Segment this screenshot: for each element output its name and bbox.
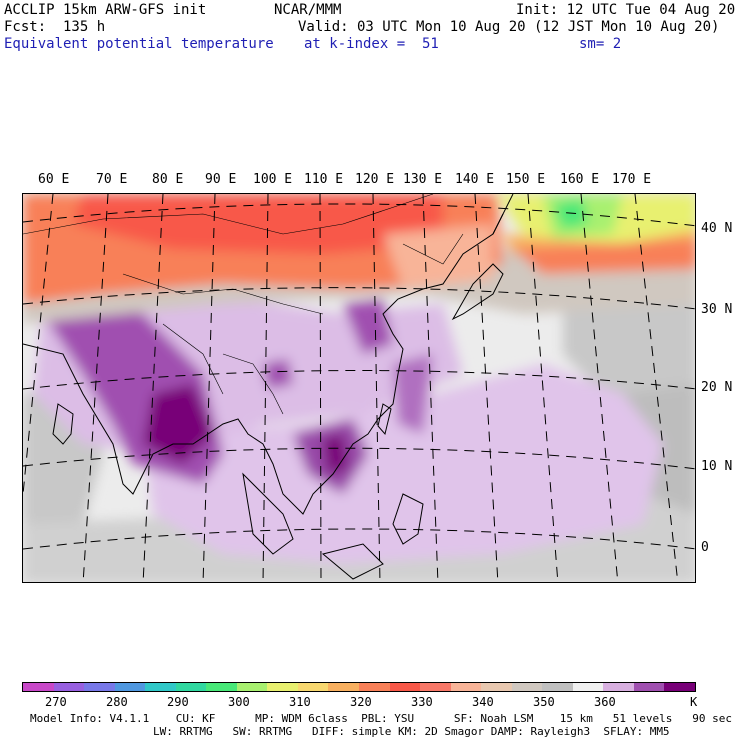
coastlines xyxy=(23,194,514,580)
colorbar xyxy=(22,682,696,692)
theta-e-map xyxy=(22,193,696,583)
colorbar-swatch xyxy=(389,683,421,691)
lat-label: 30 N xyxy=(701,302,733,317)
colorbar-label: 330 xyxy=(411,695,433,709)
field-shading xyxy=(23,194,695,582)
lat-label: 10 N xyxy=(701,459,733,474)
colorbar-label: 310 xyxy=(289,695,311,709)
init-time: Init: 12 UTC Tue 04 Aug 20 xyxy=(516,2,736,18)
lon-label: 160 E xyxy=(560,172,600,187)
colorbar-swatch xyxy=(23,683,54,691)
colorbar-swatch xyxy=(511,683,543,691)
institution-label: NCAR/MMM xyxy=(274,2,342,18)
colorbar-label: 280 xyxy=(106,695,128,709)
colorbar-swatch xyxy=(206,683,237,691)
colorbar-swatch xyxy=(267,683,298,691)
lat-label: 40 N xyxy=(701,221,733,236)
lon-label: 130 E xyxy=(403,172,443,187)
colorbar-label: 300 xyxy=(228,695,250,709)
lon-label: 80 E xyxy=(152,172,184,187)
colorbar-swatch xyxy=(450,683,482,691)
colorbar-swatch xyxy=(542,683,573,691)
lat-lon-grid xyxy=(23,194,695,582)
colorbar-label: 270 xyxy=(45,695,67,709)
model-title: ACCLIP 15km ARW-GFS init xyxy=(4,2,207,18)
lon-label: 60 E xyxy=(38,172,70,187)
lon-label: 140 E xyxy=(455,172,495,187)
borders xyxy=(23,194,464,415)
colorbar-swatch xyxy=(84,683,115,691)
colorbar-swatch xyxy=(114,683,146,691)
map-canvas xyxy=(23,194,695,582)
lon-label: 90 E xyxy=(205,172,237,187)
colorbar-label: 320 xyxy=(350,695,372,709)
colorbar-swatch xyxy=(420,683,451,691)
field-name: Equivalent potential temperature xyxy=(4,36,274,52)
colorbar-label: 360 xyxy=(594,695,616,709)
colorbar-swatch xyxy=(572,683,604,691)
lon-label: 150 E xyxy=(506,172,546,187)
lat-label: 0 xyxy=(701,540,709,555)
colorbar-swatch xyxy=(328,683,360,691)
lon-label: 70 E xyxy=(96,172,128,187)
colorbar-label: 350 xyxy=(533,695,555,709)
colorbar-label: 290 xyxy=(167,695,189,709)
colorbar-swatch xyxy=(633,683,665,691)
colorbar-swatch xyxy=(603,683,634,691)
colorbar-swatch xyxy=(481,683,512,691)
lon-label: 170 E xyxy=(612,172,652,187)
forecast-hour: Fcst: 135 h xyxy=(4,19,106,35)
colorbar-swatch xyxy=(297,683,329,691)
colorbar-swatch xyxy=(664,683,696,691)
colorbar-swatch xyxy=(236,683,268,691)
model-info-line2: LW: RRTMG SW: RRTMG DIFF: simple KM: 2D … xyxy=(153,725,670,738)
lon-label: 100 E xyxy=(253,172,293,187)
colorbar-swatch xyxy=(145,683,176,691)
colorbar-swatch xyxy=(53,683,85,691)
level-index: at k-index = 51 xyxy=(304,36,439,52)
colorbar-swatch xyxy=(175,683,207,691)
lon-label: 110 E xyxy=(304,172,344,187)
lat-label: 20 N xyxy=(701,380,733,395)
colorbar-unit: K xyxy=(690,695,698,709)
lon-label: 120 E xyxy=(355,172,395,187)
colorbar-swatch xyxy=(359,683,390,691)
valid-time: Valid: 03 UTC Mon 10 Aug 20 (12 JST Mon … xyxy=(298,19,720,35)
smoothing-label: sm= 2 xyxy=(579,36,622,52)
model-info-line1: Model Info: V4.1.1 CU: KF MP: WDM 6class… xyxy=(30,712,732,725)
colorbar-label: 340 xyxy=(472,695,494,709)
